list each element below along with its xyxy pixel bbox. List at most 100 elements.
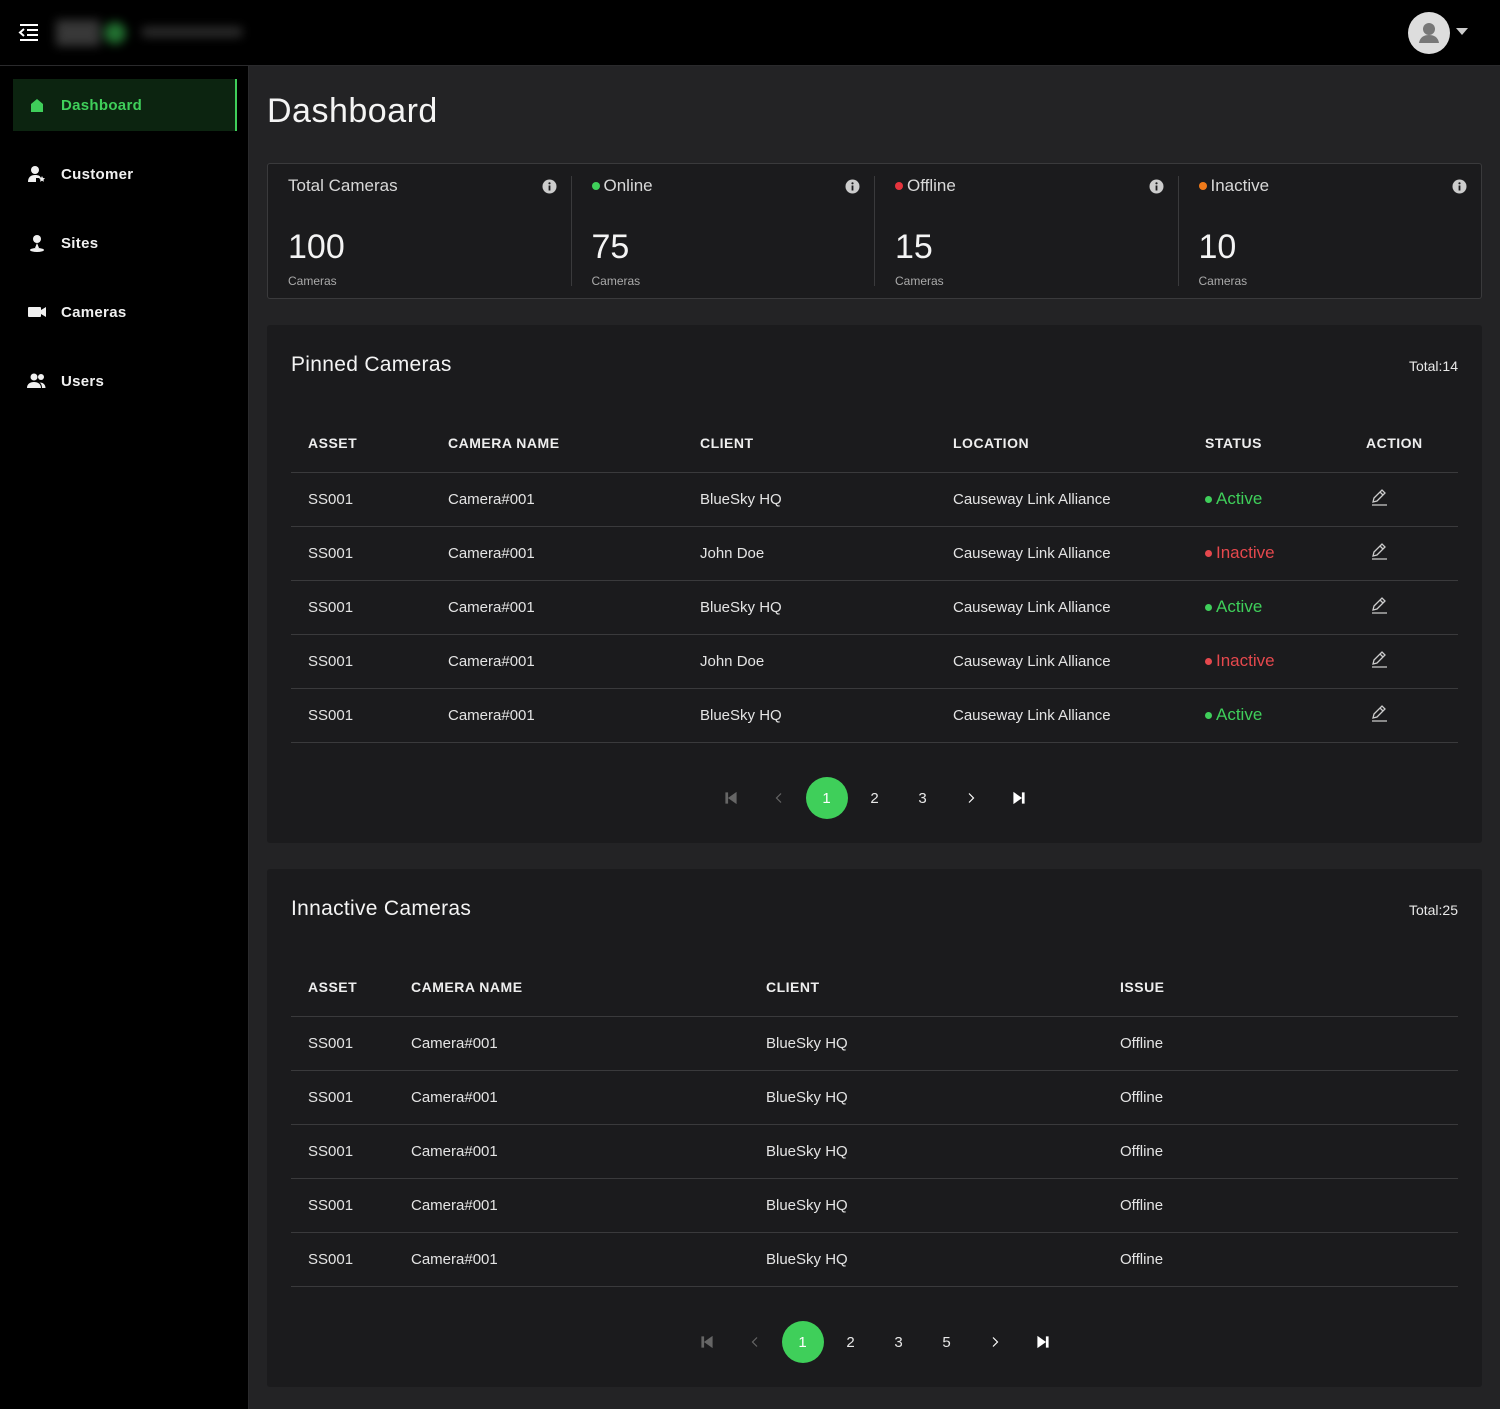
- cell: Camera#001: [394, 1124, 749, 1179]
- page-button[interactable]: 2: [846, 1333, 855, 1351]
- prev-page[interactable]: [758, 777, 800, 819]
- stat-label-text: Online: [603, 176, 653, 195]
- sidebar: Dashboard Customer Sites Cameras Users: [0, 66, 249, 1409]
- next-page-icon: [968, 793, 974, 803]
- row: SS001 Camera#001 John Doe Causeway Link All…: [291, 634, 1458, 689]
- card-title: Innactive Cameras: [291, 897, 472, 920]
- nav-item[interactable]: Customer: [13, 148, 237, 200]
- row: SS001 Camera#001 BlueSky HQ Offline: [291, 1124, 1458, 1179]
- first-page[interactable]: [710, 777, 752, 819]
- column-header: CLIENT: [683, 414, 936, 473]
- stat-value: 75: [591, 228, 630, 266]
- column-header: STATUS: [1188, 414, 1349, 473]
- row: SS001 Camera#001 BlueSky HQ Offline: [291, 1070, 1458, 1125]
- stat-cell: Total Cameras 100 Cameras: [268, 176, 571, 288]
- status-dot: [591, 182, 600, 190]
- info-icon[interactable]: [1149, 179, 1164, 194]
- top-bar: [0, 0, 1500, 66]
- stat-label-text: Offline: [907, 176, 956, 195]
- nav-label: Sites: [61, 234, 99, 252]
- stat-label-text: Inactive: [1210, 176, 1270, 195]
- avatar-caret[interactable]: [1456, 28, 1468, 36]
- status: Active: [1205, 705, 1262, 725]
- cell: Inactive: [1188, 634, 1349, 689]
- edit-button[interactable]: [1370, 595, 1390, 615]
- cell: Offline: [1103, 1178, 1458, 1233]
- info-icon[interactable]: [845, 179, 860, 194]
- first-page-icon: [724, 791, 737, 805]
- stat-unit: Cameras: [288, 274, 337, 288]
- row: SS001 Camera#001 John Doe Causeway Link All…: [291, 526, 1458, 581]
- status: Inactive: [1205, 651, 1275, 671]
- cell: Camera#001: [394, 1016, 749, 1071]
- nav-item[interactable]: Cameras: [13, 286, 237, 338]
- nav-icon: [27, 373, 46, 388]
- nav-item[interactable]: Dashboard: [13, 79, 237, 131]
- stat-cell: Online 75 Cameras: [570, 176, 875, 288]
- pagination: 1 2 3: [267, 777, 1482, 819]
- edit-button[interactable]: [1370, 649, 1390, 669]
- table: ASSET CAMERA NAME CLIENT ISSUE SS001 Camera#0…: [291, 958, 1458, 1287]
- cell: Camera#001: [431, 688, 683, 743]
- page-button[interactable]: 3: [894, 1333, 903, 1351]
- last-page[interactable]: [998, 777, 1040, 819]
- cell: John Doe: [683, 526, 936, 581]
- table-head: ASSET CAMERA NAME CLIENT ISSUE: [291, 958, 1458, 1017]
- pinned-card: Pinned Cameras Total:14 ASSET CAMERA NAME CL…: [267, 325, 1482, 843]
- prev-page-icon: [775, 793, 781, 803]
- stat-cell: Inactive 10 Cameras: [1177, 176, 1482, 288]
- stat-unit: Cameras: [1198, 274, 1248, 288]
- page-title: Dashboard: [267, 92, 438, 130]
- prev-page[interactable]: [734, 1321, 776, 1363]
- nav-icon: [28, 166, 45, 182]
- last-page[interactable]: [1022, 1321, 1064, 1363]
- cell: Offline: [1103, 1016, 1458, 1071]
- cell: [1349, 580, 1458, 635]
- cell: [1349, 634, 1458, 689]
- next-page[interactable]: [974, 1321, 1016, 1363]
- avatar[interactable]: [1408, 12, 1450, 54]
- page-button[interactable]: 5: [942, 1333, 951, 1351]
- page-button[interactable]: 1: [805, 777, 848, 819]
- nav-item[interactable]: Users: [13, 355, 237, 407]
- cell: Causeway Link Alliance: [936, 688, 1188, 743]
- menu-toggle[interactable]: [18, 22, 40, 44]
- row: SS001 Camera#001 BlueSky HQ Causeway Link A…: [291, 688, 1458, 743]
- edit-button[interactable]: [1370, 703, 1390, 723]
- next-page[interactable]: [950, 777, 992, 819]
- cell: John Doe: [683, 634, 936, 689]
- cell: Offline: [1103, 1070, 1458, 1125]
- cell: SS001: [291, 688, 431, 743]
- stats-card: Total Cameras 100 Cameras Online 75 Cameras Of…: [267, 163, 1482, 299]
- nav-item[interactable]: Sites: [13, 217, 237, 269]
- cell: SS001: [291, 526, 431, 581]
- header-row: ASSET CAMERA NAME CLIENT LOCATION STATUS ACTI…: [291, 414, 1458, 473]
- cell: Offline: [1103, 1232, 1458, 1287]
- stat-cell: Offline 15 Cameras: [874, 176, 1178, 288]
- edit-button[interactable]: [1370, 541, 1390, 561]
- cell: [1349, 688, 1458, 743]
- info-icon[interactable]: [542, 179, 557, 194]
- cell: Active: [1188, 580, 1349, 635]
- status-text: Inactive: [1216, 651, 1275, 670]
- info-icon[interactable]: [1452, 179, 1467, 194]
- status-dot: [1198, 182, 1207, 190]
- nav-label: Cameras: [61, 303, 127, 321]
- page-button[interactable]: 2: [870, 789, 879, 807]
- cell: Camera#001: [394, 1178, 749, 1233]
- stat-label: Online: [591, 176, 653, 196]
- status-dot: [1205, 603, 1212, 611]
- cell: BlueSky HQ: [749, 1124, 1103, 1179]
- last-page-icon: [1012, 791, 1025, 805]
- stat-label: Offline: [895, 176, 956, 196]
- edit-button[interactable]: [1370, 487, 1390, 507]
- page-button[interactable]: 1: [781, 1321, 824, 1363]
- status-text: Active: [1216, 597, 1263, 616]
- column-header: CLIENT: [749, 958, 1103, 1017]
- pagination: 1 2 3 5: [267, 1321, 1482, 1363]
- stat-value: 100: [288, 228, 345, 266]
- first-page[interactable]: [686, 1321, 728, 1363]
- page-button[interactable]: 3: [918, 789, 927, 807]
- cell: Camera#001: [431, 634, 683, 689]
